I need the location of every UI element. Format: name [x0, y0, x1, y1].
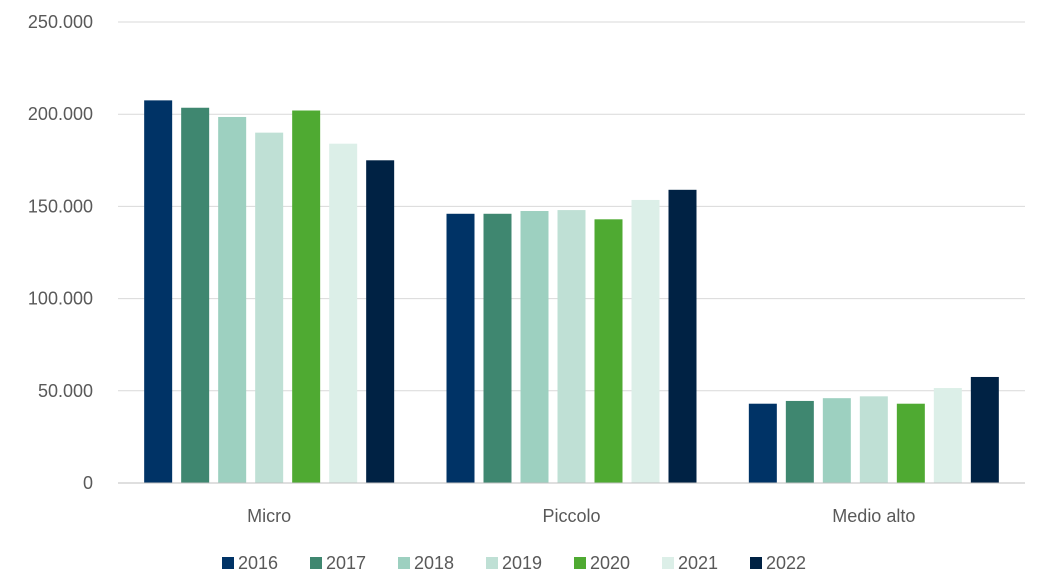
legend-label: 2018: [414, 553, 454, 573]
y-axis-tick-labels: 0 50.000 100.000 150.000 200.000 250.000: [28, 12, 93, 493]
bar-2017-micro: [181, 107, 210, 483]
bar-2016-micro: [144, 100, 173, 484]
legend-swatch: [750, 557, 762, 569]
category-label: Medio alto: [832, 506, 915, 526]
y-tick-label: 50.000: [38, 381, 93, 401]
bar-2018-micro: [218, 116, 247, 483]
bar-2017-medio-alto: [785, 400, 814, 483]
x-axis-category-labels: Micro Piccolo Medio alto: [247, 506, 915, 526]
category-label: Micro: [247, 506, 291, 526]
y-tick-label: 250.000: [28, 12, 93, 32]
legend-swatch: [222, 557, 234, 569]
bar-2021-medio-alto: [933, 388, 962, 483]
legend: 2016 2017 2018 2019 2020 2021 2022: [222, 553, 806, 573]
legend-swatch: [486, 557, 498, 569]
bar-2020-piccolo: [594, 219, 623, 484]
bar-2021-micro: [329, 143, 358, 484]
legend-label: 2022: [766, 553, 806, 573]
legend-label: 2017: [326, 553, 366, 573]
bars: [144, 100, 999, 484]
legend-label: 2021: [678, 553, 718, 573]
bar-2022-micro: [366, 160, 395, 484]
legend-swatch: [574, 557, 586, 569]
y-tick-label: 0: [83, 473, 93, 493]
y-tick-label: 150.000: [28, 196, 93, 216]
bar-2019-micro: [255, 132, 284, 483]
bar-2022-piccolo: [668, 189, 697, 483]
legend-swatch: [310, 557, 322, 569]
bar-2019-medio-alto: [859, 396, 888, 483]
bar-2017-piccolo: [483, 213, 512, 483]
bar-2016-medio-alto: [748, 403, 777, 483]
bar-2022-medio-alto: [970, 376, 999, 483]
bar-2016-piccolo: [446, 213, 475, 483]
category-label: Piccolo: [542, 506, 600, 526]
legend-label: 2016: [238, 553, 278, 573]
legend-label: 2019: [502, 553, 542, 573]
bar-2020-micro: [292, 110, 321, 484]
legend-label: 2020: [590, 553, 630, 573]
legend-swatch: [398, 557, 410, 569]
y-tick-label: 200.000: [28, 104, 93, 124]
bar-2018-piccolo: [520, 211, 549, 483]
y-tick-label: 100.000: [28, 289, 93, 309]
legend-swatch: [662, 557, 674, 569]
bar-2019-piccolo: [557, 210, 586, 483]
bar-2018-medio-alto: [822, 398, 851, 483]
bar-2021-piccolo: [631, 199, 660, 484]
bar-2020-medio-alto: [896, 403, 925, 483]
